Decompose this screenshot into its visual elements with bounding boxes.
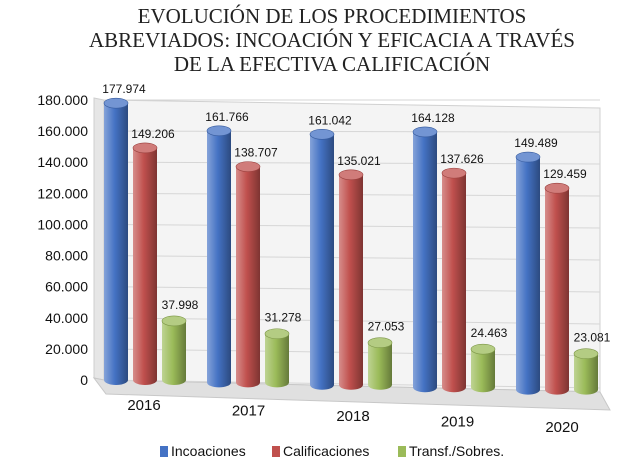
y-tick-label: 20.000 <box>45 341 88 357</box>
data-label: 37.998 <box>162 298 199 312</box>
bar-calificaciones-2016 <box>132 142 158 385</box>
data-label: 161.766 <box>205 110 249 124</box>
data-label: 137.626 <box>440 152 484 166</box>
y-tick-label: 140.000 <box>37 154 88 170</box>
bar-transf-sobres--2019 <box>470 343 496 393</box>
data-labels: 177.974 149.206 37.998 161.766 138.707 31.278… <box>102 82 610 345</box>
gridline <box>103 130 601 133</box>
bar-calificaciones-2018 <box>338 169 364 390</box>
legend-item-incoaciones: Incoaciones <box>160 443 246 459</box>
y-tick-label: 160.000 <box>37 123 88 139</box>
x-tick-label: 2018 <box>336 408 369 425</box>
data-label: 23.081 <box>574 331 611 345</box>
data-label: 149.489 <box>514 136 558 150</box>
chart-title-line-2: ABREVIADOS: INCOACIÓN Y EFICACIA A TRAVÉ… <box>89 28 575 52</box>
legend: Incoaciones Calificaciones Transf./Sobres. <box>160 443 504 459</box>
data-label: 24.463 <box>471 326 508 340</box>
data-label: 161.042 <box>308 113 352 127</box>
x-tick-label: 2017 <box>232 403 265 420</box>
bars <box>103 97 599 395</box>
bar-transf-sobres--2016 <box>161 315 187 385</box>
bar-calificaciones-2020 <box>544 182 570 395</box>
y-tick-label: 120.000 <box>37 185 88 201</box>
legend-label: Calificaciones <box>283 443 369 459</box>
legend-swatch <box>272 446 280 457</box>
chart-title: EVOLUCIÓN DE LOS PROCEDIMIENTOS ABREVIAD… <box>89 4 575 76</box>
data-label: 27.053 <box>368 320 405 334</box>
data-label: 129.459 <box>543 167 587 181</box>
chart-title-line-1: EVOLUCIÓN DE LOS PROCEDIMIENTOS <box>138 4 527 28</box>
y-tick-label: 80.000 <box>45 248 88 264</box>
legend-label: Transf./Sobres. <box>409 443 504 459</box>
bar-incoaciones-2020 <box>515 151 541 395</box>
legend-swatch <box>160 446 168 457</box>
data-label: 149.206 <box>131 127 175 141</box>
bar-calificaciones-2017 <box>235 161 261 388</box>
y-tick-label: 40.000 <box>45 310 88 326</box>
bar-transf-sobres--2017 <box>264 328 290 388</box>
y-tick-label: 180.000 <box>37 92 88 108</box>
data-label: 31.278 <box>265 311 302 325</box>
legend-item-calificaciones: Calificaciones <box>272 443 369 459</box>
y-tick-label: 0 <box>80 372 88 388</box>
bar-incoaciones-2017 <box>206 125 232 388</box>
x-tick-label: 2019 <box>441 414 474 431</box>
legend-swatch <box>398 446 406 457</box>
x-tick-label: 2020 <box>545 419 578 436</box>
data-label: 135.021 <box>337 154 381 168</box>
bar-calificaciones-2019 <box>441 167 467 393</box>
bar-incoaciones-2016 <box>103 97 129 386</box>
y-axis-tick-labels: 0 20.000 40.000 60.000 80.000 100.000 120.000 1… <box>37 92 88 388</box>
x-tick-label: 2016 <box>127 397 160 414</box>
x-axis-category-labels: 2016 2017 2018 2019 2020 <box>127 397 578 436</box>
y-tick-label: 100.000 <box>37 216 88 232</box>
y-tick-label: 60.000 <box>45 279 88 295</box>
data-label: 164.128 <box>411 111 455 125</box>
left-wall <box>93 97 105 381</box>
bar-incoaciones-2018 <box>309 128 335 390</box>
legend-label: Incoaciones <box>171 443 246 459</box>
data-label: 177.974 <box>102 82 146 96</box>
bar-transf-sobres--2020 <box>573 348 599 395</box>
chart-title-line-3: DE LA EFECTIVA CALIFICACIÓN <box>174 52 490 76</box>
data-label: 138.707 <box>234 146 278 160</box>
bar-incoaciones-2019 <box>412 126 438 393</box>
bar-transf-sobres--2018 <box>367 337 393 390</box>
legend-item-transf-sobres-: Transf./Sobres. <box>398 443 504 459</box>
